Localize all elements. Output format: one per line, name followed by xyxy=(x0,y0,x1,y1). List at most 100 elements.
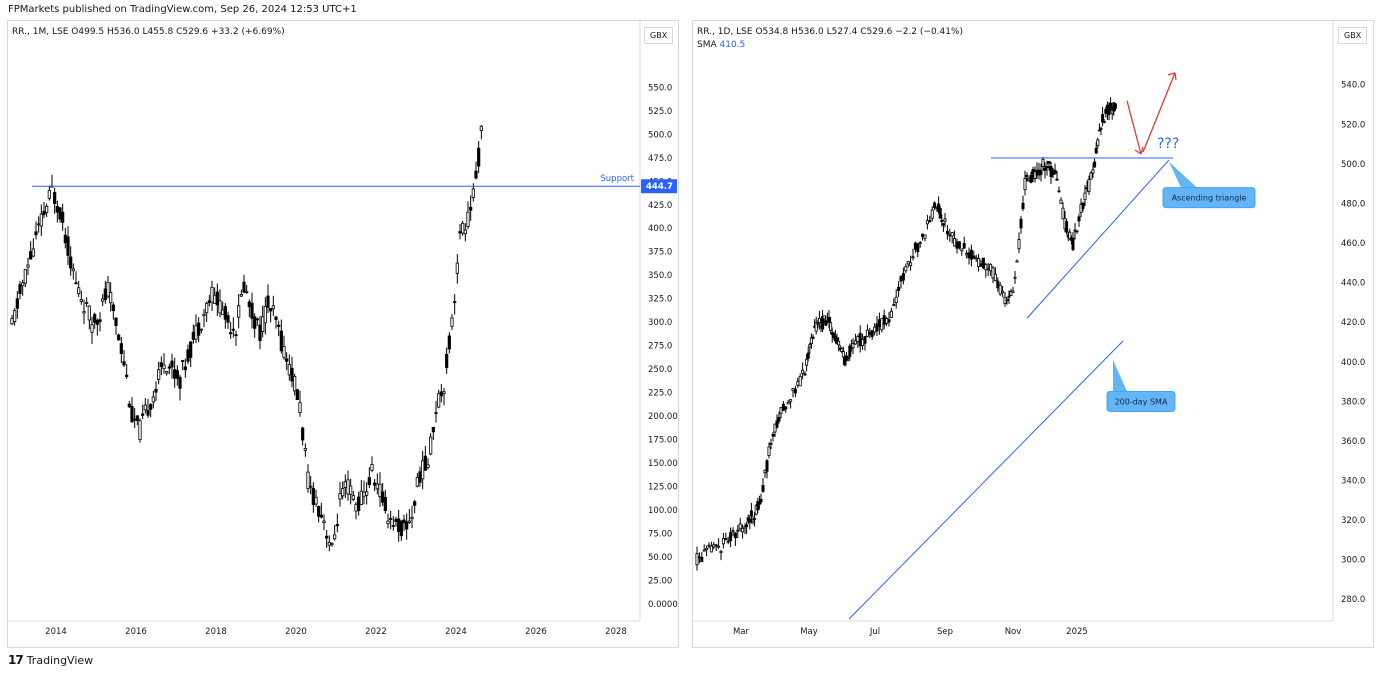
sma-200-line xyxy=(848,340,1124,620)
candle-body xyxy=(989,263,993,272)
candle-body xyxy=(189,341,193,358)
candle-body xyxy=(1087,178,1091,192)
candle-body xyxy=(1043,167,1047,171)
candle-body xyxy=(901,273,905,281)
candle-body xyxy=(773,423,777,433)
candle-body xyxy=(707,544,711,547)
monthly-symbol: RR., 1M, LSE xyxy=(12,27,69,37)
x-tick-label: 2016 xyxy=(125,627,147,637)
x-tick-label: 2024 xyxy=(445,627,467,637)
candle-body xyxy=(1049,165,1053,177)
y-tick-label: 300.0 xyxy=(1341,556,1365,566)
candle-body xyxy=(234,334,238,336)
y-tick-label: 500.0 xyxy=(1341,160,1365,170)
candle-body xyxy=(829,322,833,331)
publisher-header: FPMarkets published on TradingView.com, … xyxy=(8,4,357,15)
candle-body xyxy=(407,520,411,523)
y-tick-label: 340.0 xyxy=(1341,477,1365,487)
candle-body xyxy=(469,206,473,211)
candle-body xyxy=(911,256,915,259)
candle-body xyxy=(1055,178,1059,181)
candle-body xyxy=(215,291,219,306)
y-tick-label: 360.0 xyxy=(1341,437,1365,447)
candle-body xyxy=(261,316,265,332)
candle-body xyxy=(29,251,33,260)
candle-body xyxy=(771,434,775,437)
candle-body xyxy=(471,188,475,198)
triangle-trendline xyxy=(1026,159,1170,319)
candle-body xyxy=(775,420,779,428)
candle-body xyxy=(178,376,182,389)
candle-body xyxy=(63,234,67,244)
y-tick-label: 280.0 xyxy=(1341,595,1365,605)
candle-body xyxy=(712,544,716,548)
down-arrow-head xyxy=(1134,146,1144,155)
y-tick-label: 500.0 xyxy=(648,130,672,140)
candle-body xyxy=(1077,216,1081,222)
daily-low: L527.4 xyxy=(826,27,858,37)
candle-body xyxy=(458,231,462,234)
candle-body xyxy=(317,506,321,517)
candle-body xyxy=(916,243,920,252)
candle-body xyxy=(71,268,75,272)
monthly-currency-button[interactable]: GBX xyxy=(644,27,674,44)
candle-body xyxy=(135,415,139,421)
y-tick-label: 150.00 xyxy=(648,459,678,469)
candle-body xyxy=(122,361,126,366)
monthly-chart-panel[interactable]: RR., 1M, LSE O499.5 H536.0 L455.8 C529.6… xyxy=(7,20,679,648)
candle-body xyxy=(77,287,81,295)
candle-body xyxy=(803,373,807,376)
candle-body xyxy=(1047,161,1051,164)
candle-body xyxy=(167,366,171,369)
daily-currency-button[interactable]: GBX xyxy=(1338,27,1368,44)
y-tick-label: 520.0 xyxy=(1341,120,1365,130)
x-tick-label: 2025 xyxy=(1066,627,1088,637)
candle-body xyxy=(170,360,174,368)
daily-chart-svg[interactable]: 540.0 520.0 500.0 480.0 460.0 440.0 420.0 400.0… xyxy=(693,21,1373,647)
candle-body xyxy=(889,310,893,318)
candle-body xyxy=(1059,199,1063,204)
candle-body xyxy=(979,263,983,267)
monthly-chart-svg[interactable]: 550.0525.0500.0475.0450.0425.0400.0375.0… xyxy=(8,21,678,647)
candle-body xyxy=(199,328,203,331)
candle-body xyxy=(870,330,874,337)
candle-body xyxy=(1091,169,1095,174)
candle-body xyxy=(724,538,728,540)
candle-body xyxy=(429,436,433,455)
candle-body xyxy=(349,485,353,495)
y-tick-label: 250.0 xyxy=(648,365,672,375)
monthly-legend: RR., 1M, LSE O499.5 H536.0 L455.8 C529.6… xyxy=(12,27,285,37)
candle-body xyxy=(784,406,788,410)
candle-body xyxy=(1102,120,1106,123)
candle-body xyxy=(993,273,997,281)
candle-body xyxy=(791,388,795,392)
candle-body xyxy=(45,205,49,213)
candle-body xyxy=(455,262,459,274)
candle-body xyxy=(748,518,752,523)
candle-body xyxy=(816,322,820,325)
candle-body xyxy=(806,352,810,359)
candle-body xyxy=(125,374,129,377)
y-tick-label: 125.00 xyxy=(648,483,678,493)
candle-body xyxy=(1021,202,1025,210)
footer-brand[interactable]: 17 TradingView xyxy=(8,653,93,667)
candle-body xyxy=(90,324,94,333)
candle-body xyxy=(827,317,831,323)
y-tick-label: 200.00 xyxy=(648,412,678,422)
candle-body xyxy=(82,311,86,314)
candle-body xyxy=(955,241,959,249)
candle-body xyxy=(223,306,227,320)
candle-body xyxy=(1094,147,1098,154)
daily-chart-panel[interactable]: RR., 1D, LSE O534.8 H536.0 L527.4 C529.6… xyxy=(692,20,1374,648)
candle-body xyxy=(39,213,43,227)
candle-body xyxy=(287,364,291,376)
candle-body xyxy=(149,403,153,410)
candle-body xyxy=(880,318,884,331)
candle-body xyxy=(765,460,769,472)
daily-sma-legend: SMA 410.5 xyxy=(697,40,745,50)
candle-body xyxy=(998,284,1002,295)
candle-body xyxy=(721,537,725,545)
candle-body xyxy=(109,292,113,304)
candle-body xyxy=(938,207,942,219)
up-arrow-head xyxy=(1167,72,1177,80)
